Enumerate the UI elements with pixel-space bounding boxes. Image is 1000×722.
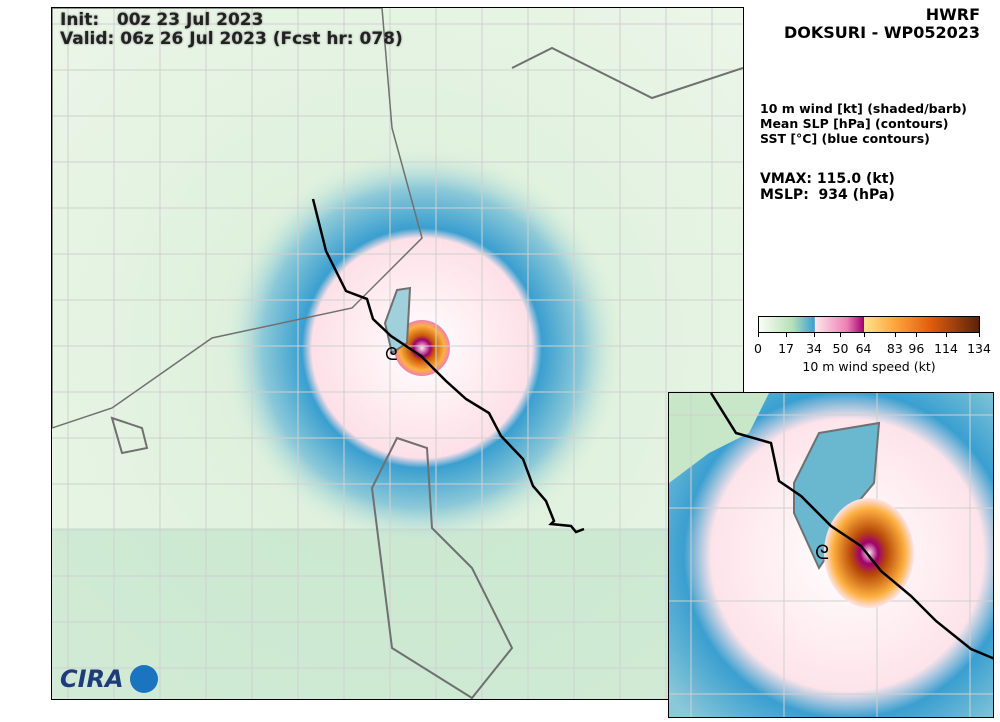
colorbar-tick-label: 83 — [886, 341, 903, 356]
logos: CIRA — [60, 665, 158, 693]
init-time: Init: 00z 23 Jul 2023 — [60, 10, 264, 30]
coastline-china — [51, 7, 423, 430]
model-name: HWRF — [925, 5, 980, 24]
colorbar-tick — [814, 333, 816, 337]
field-label: 10 m wind [kt] (shaded/barb) — [760, 101, 967, 116]
colorbar — [758, 316, 980, 333]
colorbar-tick — [840, 333, 842, 337]
colorbar-tick-label: 134 — [967, 341, 991, 356]
colorbar-tick-label: 17 — [778, 341, 794, 356]
noaa-logo — [129, 665, 158, 693]
philippines — [370, 436, 514, 700]
mslp: MSLP: 934 (hPa) — [760, 187, 895, 203]
inset-canvas: ᘓ — [669, 392, 996, 717]
colorbar-tick — [758, 333, 759, 337]
storm-core — [824, 498, 914, 608]
vmax: VMAX: 115.0 (kt) — [760, 171, 895, 187]
colorbar-tick — [979, 333, 980, 337]
map-canvas: ᘓ — [51, 7, 744, 700]
field-label: SST [°C] (blue contours) — [760, 131, 930, 146]
valid-time: Valid: 06z 26 Jul 2023 (Fcst hr: 078) — [60, 29, 403, 49]
colorbar-tick-label: 114 — [934, 341, 958, 356]
field-label: Mean SLP [hPa] (contours) — [760, 116, 949, 131]
colorbar-tick-label: 96 — [908, 341, 925, 356]
storm-track — [709, 392, 996, 661]
cira-logo: CIRA — [60, 665, 124, 693]
colorbar-tick-label: 64 — [855, 341, 872, 356]
colorbar-tick — [863, 333, 865, 337]
colorbar-tick — [786, 333, 788, 337]
storm-name: DOKSURI - WP052023 — [783, 23, 980, 42]
colorbar-tick-label: 50 — [832, 341, 849, 356]
colorbar-tick-label: 34 — [806, 341, 823, 356]
colorbar-tick — [916, 333, 918, 337]
inset-map: ᘓ — [668, 392, 996, 718]
colorbar-tick-label: 0 — [754, 341, 762, 356]
storm-track — [311, 198, 585, 534]
colorbar-tick — [946, 333, 947, 337]
colorbar-label: 10 m wind speed (kt) — [802, 359, 936, 374]
hurricane-symbol-icon: ᘓ — [385, 344, 398, 365]
hainan — [110, 416, 149, 455]
coastline-japan-korea — [511, 46, 744, 100]
main-map: ᘓ CIRA — [51, 7, 744, 700]
hurricane-symbol-icon: ᘓ — [815, 540, 829, 564]
colorbar-tick — [894, 333, 896, 337]
